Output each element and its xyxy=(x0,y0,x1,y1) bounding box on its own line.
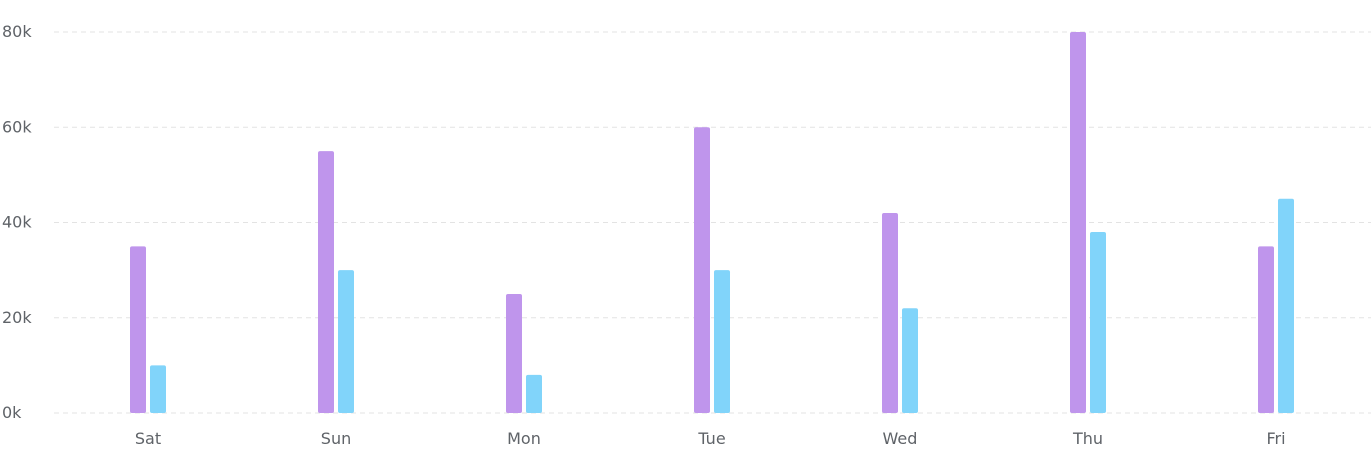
y-tick-label: 40k xyxy=(2,213,32,232)
x-tick-label: Sat xyxy=(135,429,161,448)
x-tick-label: Thu xyxy=(1072,429,1103,448)
bar-series-2-fri[interactable] xyxy=(1278,198,1294,413)
y-axis-ticks: 0k 20k 40k 60k 80k xyxy=(2,22,32,422)
y-tick-label: 80k xyxy=(2,22,32,41)
bar-series-2-sun[interactable] xyxy=(338,270,354,413)
bar-series-1-fri[interactable] xyxy=(1258,246,1274,413)
bars xyxy=(130,32,1294,413)
bar-series-2-tue[interactable] xyxy=(714,270,730,413)
x-tick-label: Wed xyxy=(883,429,918,448)
y-tick-label: 0k xyxy=(2,403,22,422)
bar-series-2-thu[interactable] xyxy=(1090,232,1106,413)
bar-series-2-wed[interactable] xyxy=(902,308,918,413)
bar-series-1-wed[interactable] xyxy=(882,212,898,413)
x-tick-label: Tue xyxy=(697,429,725,448)
x-tick-label: Fri xyxy=(1266,429,1285,448)
x-tick-label: Mon xyxy=(507,429,541,448)
bar-series-1-mon[interactable] xyxy=(506,293,522,413)
bar-series-2-sat[interactable] xyxy=(150,365,166,413)
bar-series-1-thu[interactable] xyxy=(1070,32,1086,413)
bar-series-1-sat[interactable] xyxy=(130,246,146,413)
y-tick-label: 20k xyxy=(2,308,32,327)
y-tick-label: 60k xyxy=(2,117,32,136)
bar-series-1-tue[interactable] xyxy=(694,127,710,413)
gridlines xyxy=(54,31,1371,414)
x-tick-label: Sun xyxy=(321,429,351,448)
x-axis-ticks: Sat Sun Mon Tue Wed Thu Fri xyxy=(135,429,1286,448)
bar-series-2-mon[interactable] xyxy=(526,374,542,413)
bar-series-1-sun[interactable] xyxy=(318,151,334,413)
